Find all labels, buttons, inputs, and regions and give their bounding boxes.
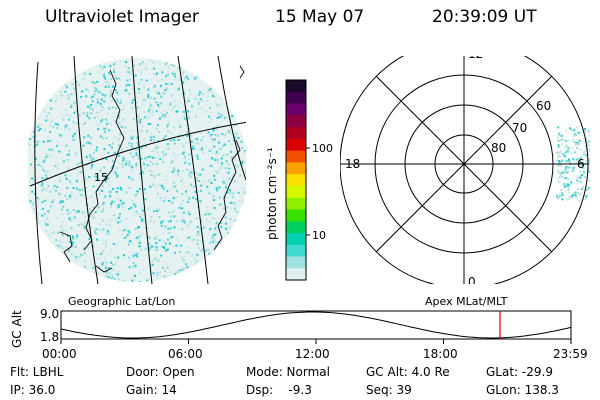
info-door: Door: Open xyxy=(126,365,195,379)
geographic-map: 15 xyxy=(28,56,246,284)
colorbar-step xyxy=(286,268,306,281)
colorbar: 100 10 photon cm⁻²s⁻¹ xyxy=(265,79,333,281)
altitude-frame xyxy=(60,310,572,340)
xtick-label-0600: 06:00 xyxy=(168,347,203,361)
colorbar-unit-label: photon cm⁻²s⁻¹ xyxy=(265,147,279,240)
colorbar-step xyxy=(286,150,306,163)
mlt-label-18: 18 xyxy=(345,157,360,171)
info-ip: IP: 36.0 xyxy=(10,383,56,397)
colorbar-step xyxy=(286,103,306,116)
colorbar-step xyxy=(286,221,306,234)
xtick-label-2359: 23:59 xyxy=(553,347,588,361)
info-flt: Flt: LBHL xyxy=(10,365,64,379)
lat-label-70: 70 xyxy=(512,121,527,135)
instrument-title: Ultraviolet Imager xyxy=(45,7,199,27)
map-grid-label: 15 xyxy=(94,171,108,184)
map-caption: Geographic Lat/Lon xyxy=(68,295,175,308)
altitude-curve xyxy=(61,311,571,339)
mlt-label-0: 0 xyxy=(468,275,476,289)
colorbar-step xyxy=(286,162,306,175)
colorbar-gradient xyxy=(286,80,306,281)
info-gcalt: GC Alt: 4.0 Re xyxy=(366,365,450,379)
info-gain: Gain: 14 xyxy=(126,383,177,397)
geo-grid-lines xyxy=(29,56,246,284)
colorbar-step xyxy=(286,127,306,140)
polar-plot: 12 0 18 6 60 70 80 xyxy=(340,47,590,289)
mlt-label-12: 12 xyxy=(468,47,483,61)
colorbar-step xyxy=(286,91,306,105)
info-glat: GLat: -29.9 xyxy=(486,365,553,379)
colorbar-tick-label-100: 100 xyxy=(312,142,333,155)
colorbar-step xyxy=(286,256,306,269)
colorbar-step xyxy=(286,185,306,199)
mlt-label-6: 6 xyxy=(577,157,585,171)
xtick-label-1200: 12:00 xyxy=(295,347,330,361)
colorbar-tick-label-10: 10 xyxy=(312,229,326,242)
coastline xyxy=(59,65,245,273)
info-mode: Mode: Normal xyxy=(246,365,330,379)
polar-caption: Apex MLat/MLT xyxy=(425,295,508,308)
info-seq: Seq: 39 xyxy=(366,383,412,397)
colorbar-step xyxy=(286,174,306,187)
altitude-max-label: 9.0 xyxy=(40,307,59,321)
colorbar-frame xyxy=(285,79,307,281)
colorbar-step xyxy=(286,115,306,128)
header-time: 20:39:09 UT xyxy=(432,7,537,27)
altitude-plot: 9.0 1.8 GC Alt 00:00 06:00 12:00 18:00 2… xyxy=(10,307,588,361)
colorbar-step xyxy=(286,209,306,222)
colorbar-step xyxy=(286,197,306,211)
polar-emission-speckle xyxy=(556,126,590,202)
lat-label-60: 60 xyxy=(536,99,551,113)
header-date: 15 May 07 xyxy=(275,7,365,27)
info-glon: GLon: 138.3 xyxy=(486,383,559,397)
lat-label-80: 80 xyxy=(491,141,506,155)
xtick-label-0000: 00:00 xyxy=(42,347,77,361)
altitude-ylabel: GC Alt xyxy=(10,310,24,348)
altitude-min-label: 1.8 xyxy=(40,330,59,344)
xtick-label-1800: 18:00 xyxy=(423,347,458,361)
colorbar-step xyxy=(286,244,306,258)
polar-diagonal-2 xyxy=(375,75,553,253)
colorbar-step xyxy=(286,80,306,93)
info-dsp: Dsp: -9.3 xyxy=(246,383,312,397)
imager-disk xyxy=(28,58,246,282)
colorbar-step xyxy=(286,232,306,246)
colorbar-step xyxy=(286,138,306,152)
